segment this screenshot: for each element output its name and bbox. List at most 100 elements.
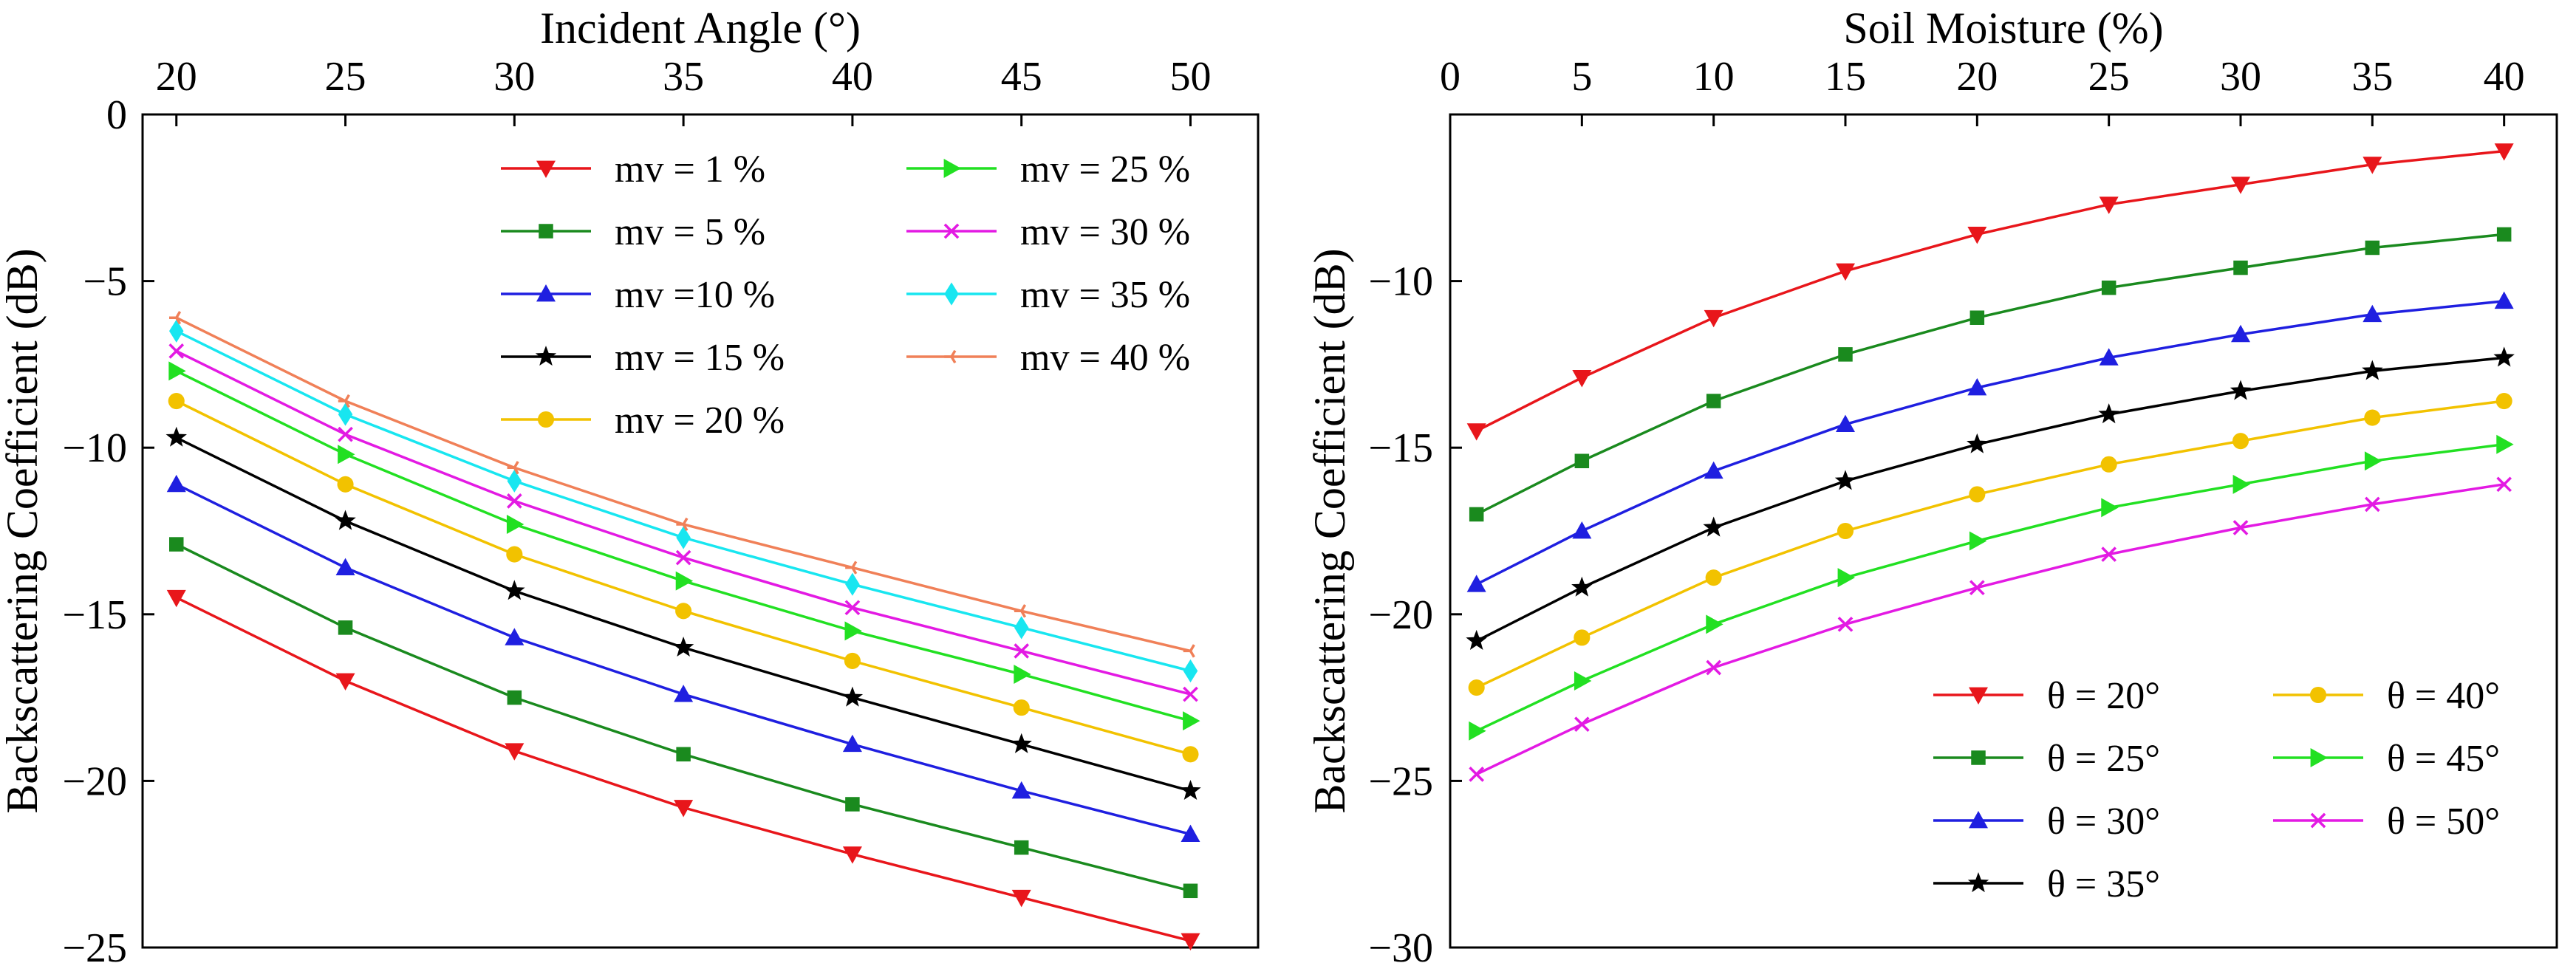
data-point bbox=[2232, 520, 2249, 535]
plot-frame-left bbox=[141, 113, 1260, 949]
legend-label: mv = 5 % bbox=[615, 211, 765, 253]
data-point bbox=[338, 394, 350, 408]
legend-entry: θ = 50° bbox=[2273, 801, 2500, 843]
data-point bbox=[1183, 659, 1198, 683]
legend-marker bbox=[944, 349, 957, 364]
data-point bbox=[169, 537, 184, 552]
y-tick-label-right: −20 bbox=[1368, 592, 1433, 638]
data-point bbox=[338, 445, 355, 465]
series-left-2 bbox=[166, 474, 1200, 842]
data-point bbox=[1969, 531, 1987, 551]
plot-frame-right bbox=[1449, 113, 2558, 949]
series-left-5 bbox=[168, 361, 1200, 731]
series-line bbox=[1475, 483, 2504, 775]
data-point bbox=[1572, 521, 1592, 539]
legend-entry: θ = 40° bbox=[2273, 675, 2500, 717]
data-point bbox=[505, 743, 525, 761]
legend-entry: θ = 45° bbox=[2273, 738, 2500, 780]
data-point bbox=[169, 319, 184, 343]
x-tick-label-left: 25 bbox=[325, 54, 366, 100]
data-point bbox=[335, 510, 356, 530]
data-point bbox=[1181, 824, 1200, 842]
x-tick-label-right: 5 bbox=[1571, 54, 1592, 100]
data-point bbox=[335, 673, 355, 691]
legend-entry: θ = 35° bbox=[1933, 863, 2160, 905]
series-left-0 bbox=[166, 589, 1200, 950]
data-point bbox=[676, 526, 691, 549]
data-point bbox=[2494, 143, 2514, 161]
data-point bbox=[1837, 522, 1854, 540]
data-point bbox=[842, 846, 862, 864]
data-point bbox=[337, 476, 354, 493]
data-point bbox=[1704, 309, 1723, 328]
data-point bbox=[2101, 280, 2117, 295]
series-right-1 bbox=[1469, 227, 2512, 522]
legend-marker bbox=[944, 282, 959, 306]
data-point bbox=[1706, 394, 1721, 408]
y-tick-label-right: −25 bbox=[1368, 758, 1433, 804]
data-point bbox=[1011, 889, 1031, 908]
series-layer-right bbox=[1466, 143, 2515, 782]
legend-label: θ = 40° bbox=[2387, 675, 2500, 717]
data-point bbox=[168, 343, 185, 359]
data-point bbox=[674, 800, 694, 818]
data-point bbox=[1837, 568, 1855, 588]
data-point bbox=[675, 603, 692, 620]
legend-label: mv = 20 % bbox=[615, 400, 785, 442]
data-point bbox=[2363, 157, 2382, 174]
data-point bbox=[338, 402, 353, 426]
data-point bbox=[338, 426, 353, 442]
data-point bbox=[1705, 569, 1722, 586]
legend-label: θ = 50° bbox=[2387, 801, 2500, 843]
legend-entry: mv =10 % bbox=[501, 274, 775, 316]
data-point bbox=[1014, 604, 1027, 618]
data-point bbox=[1182, 746, 1199, 763]
data-point bbox=[672, 637, 694, 657]
y-tick-label-right: −30 bbox=[1368, 925, 1433, 971]
legend-left: mv = 1 % mv = 5 % mv =10 % mv = 15 % mv = 20… bbox=[501, 148, 1190, 442]
data-point bbox=[1969, 580, 1985, 596]
data-point bbox=[1967, 377, 1987, 396]
legend-label: mv = 1 % bbox=[615, 148, 765, 191]
series-right-4 bbox=[1468, 392, 2512, 696]
chart-left-incident-angle: Incident Angle (°) Backscattering Coeffi… bbox=[0, 4, 1260, 971]
series-line bbox=[1475, 299, 2504, 586]
y-tick-label-left: −20 bbox=[62, 758, 127, 804]
data-point bbox=[1466, 423, 1486, 441]
legend-label: mv = 40 % bbox=[1020, 337, 1190, 379]
data-point bbox=[1181, 933, 1200, 950]
legend-marker bbox=[943, 223, 960, 239]
data-point bbox=[507, 690, 522, 705]
x-axis-title-right: Soil Moisture (%) bbox=[1843, 4, 2163, 52]
y-tick-label-left: −15 bbox=[62, 592, 127, 638]
y-tick-label-left: −25 bbox=[62, 925, 127, 971]
x-tick-label-right: 25 bbox=[2088, 54, 2130, 100]
data-point bbox=[2230, 380, 2252, 400]
data-point bbox=[2364, 496, 2380, 513]
legend-entry: mv = 30 % bbox=[906, 211, 1190, 253]
legend-label: θ = 35° bbox=[2047, 863, 2160, 905]
data-point bbox=[2364, 451, 2382, 471]
legend-label: θ = 25° bbox=[2047, 738, 2160, 780]
x-tick-label-left: 30 bbox=[493, 54, 535, 100]
data-point bbox=[504, 580, 525, 600]
data-point bbox=[1183, 686, 1198, 702]
data-point bbox=[2231, 324, 2250, 343]
legend-marker bbox=[2310, 812, 2326, 829]
data-point bbox=[335, 558, 355, 576]
data-point bbox=[2100, 456, 2117, 473]
data-point bbox=[1180, 780, 1201, 800]
legend-label: θ = 20° bbox=[2047, 675, 2160, 717]
data-point bbox=[506, 546, 523, 563]
data-point bbox=[2101, 546, 2117, 562]
data-point bbox=[1014, 616, 1029, 640]
y-tick-label-right: −10 bbox=[1368, 259, 1433, 305]
y-tick-label-right: −15 bbox=[1368, 425, 1433, 471]
x-tick-label-right: 0 bbox=[1440, 54, 1460, 100]
legend-marker bbox=[1969, 687, 1988, 705]
data-point bbox=[1469, 767, 1485, 782]
x-tick-label-right: 20 bbox=[1956, 54, 1998, 100]
data-point bbox=[506, 514, 525, 534]
data-point bbox=[2495, 392, 2512, 410]
data-point bbox=[2363, 304, 2382, 323]
